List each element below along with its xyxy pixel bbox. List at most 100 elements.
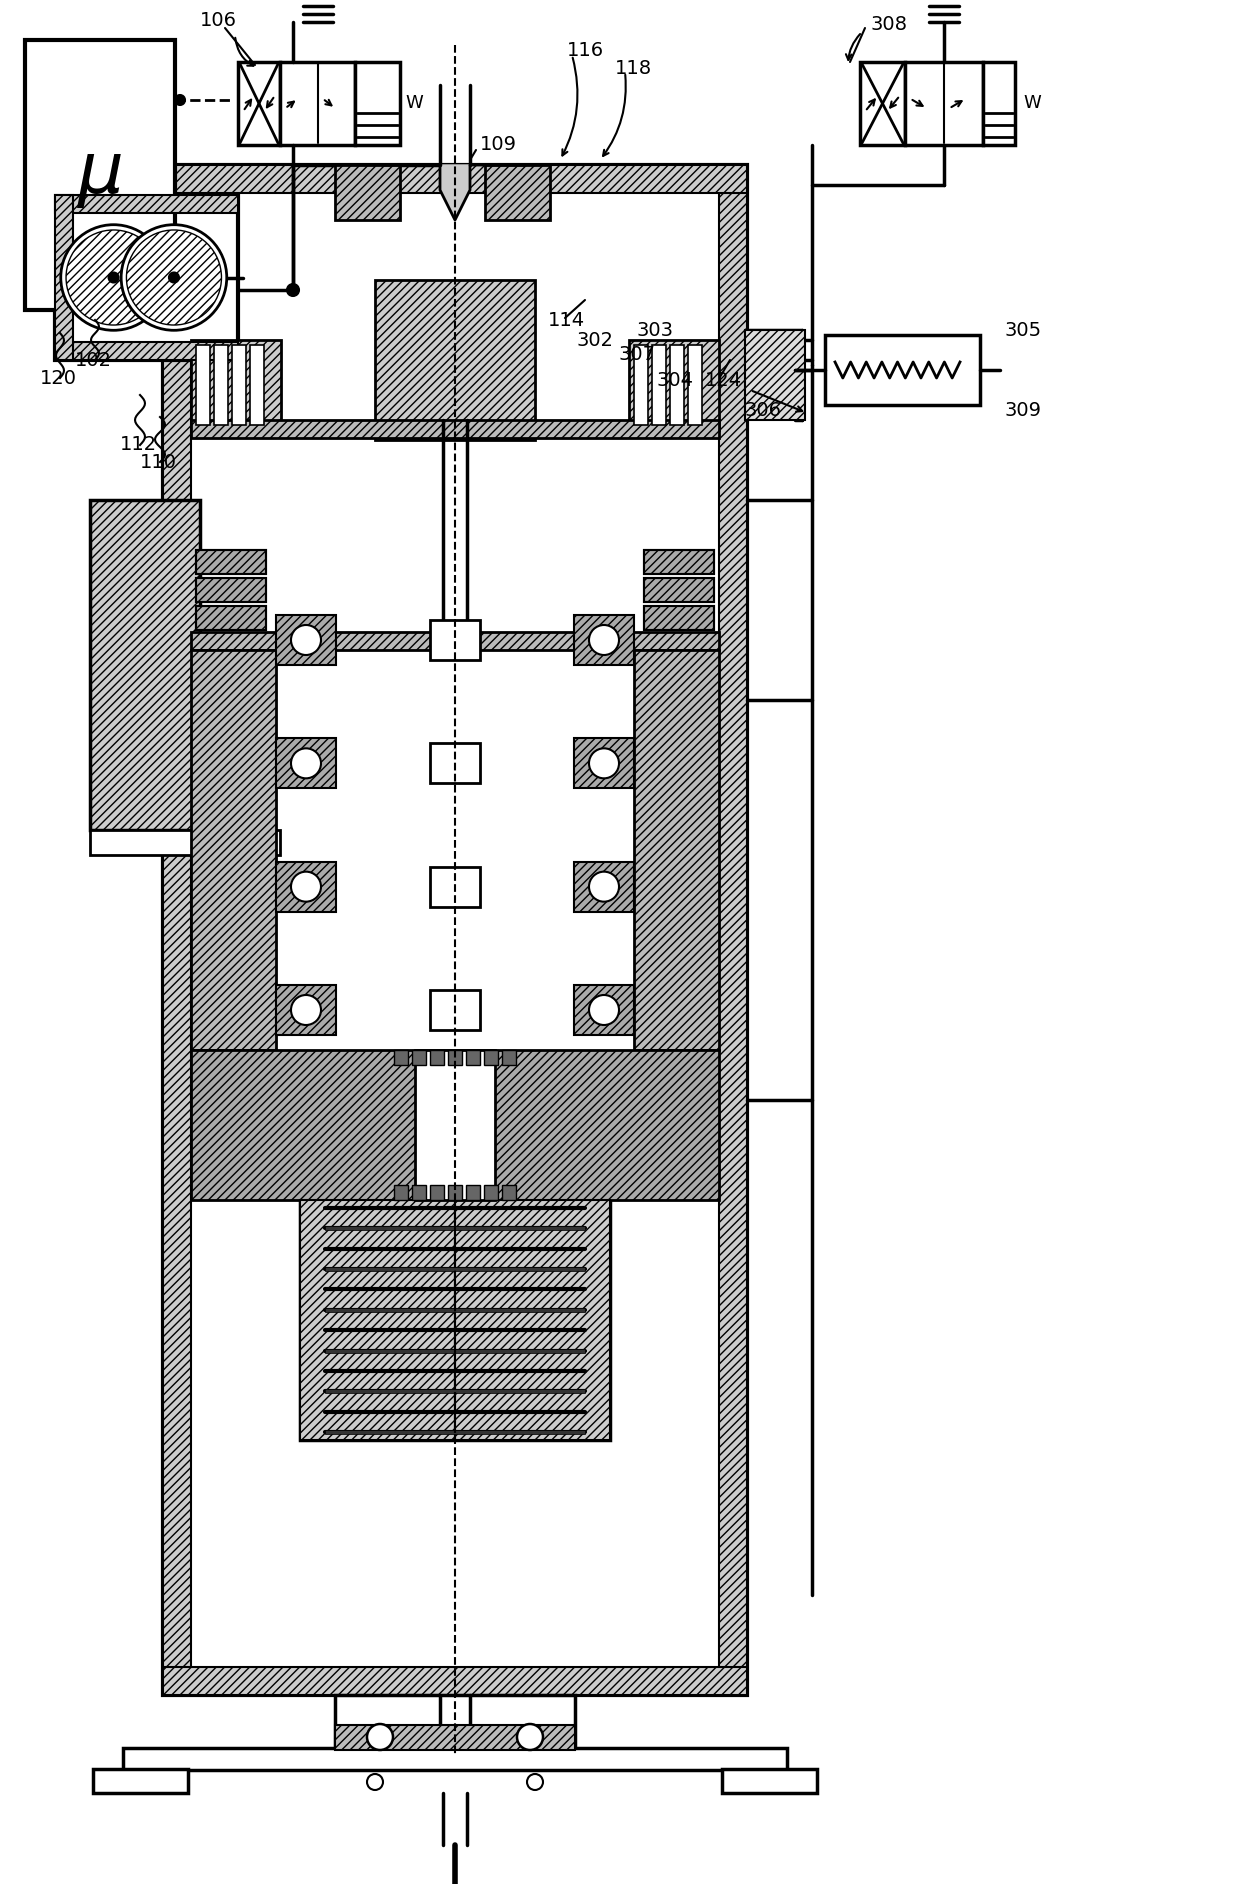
Bar [191, 420, 719, 437]
Bar [325, 1268, 585, 1272]
Bar [162, 166, 746, 192]
Circle shape [169, 273, 179, 283]
Text: W: W [1023, 94, 1040, 113]
Bar [634, 650, 719, 1049]
Bar [485, 166, 551, 220]
Bar [162, 166, 191, 1696]
Bar [905, 62, 983, 145]
Bar [215, 345, 228, 426]
Bar [300, 1200, 610, 1439]
Bar [745, 330, 805, 420]
Bar [162, 1667, 746, 1696]
Bar [55, 196, 238, 213]
Text: 306: 306 [745, 401, 782, 420]
Bar [325, 1389, 585, 1394]
Bar [644, 578, 714, 603]
Text: 110: 110 [140, 452, 177, 471]
Text: 120: 120 [40, 369, 77, 388]
Bar [335, 1696, 575, 1750]
Circle shape [291, 625, 321, 656]
Bar [644, 607, 714, 629]
Bar [574, 985, 634, 1034]
Bar [91, 499, 200, 831]
Text: $\mu$: $\mu$ [77, 141, 123, 209]
Bar [448, 1185, 463, 1200]
Circle shape [126, 230, 222, 326]
Bar [280, 62, 355, 145]
Bar [191, 631, 719, 650]
Bar [191, 650, 277, 1049]
Circle shape [109, 273, 119, 283]
Bar [277, 985, 336, 1034]
Text: 304: 304 [656, 371, 693, 390]
Bar [191, 339, 281, 430]
Bar [430, 620, 480, 659]
Text: 112: 112 [120, 435, 157, 454]
Bar [196, 607, 267, 629]
Bar [412, 1049, 427, 1064]
Bar [55, 196, 73, 360]
Bar [277, 614, 336, 665]
Text: 303: 303 [636, 320, 673, 339]
Bar [191, 1049, 719, 1200]
Bar [430, 1185, 444, 1200]
Bar [466, 1185, 480, 1200]
Bar [355, 62, 401, 145]
Bar [196, 345, 210, 426]
Bar [574, 739, 634, 788]
Bar [502, 1185, 516, 1200]
Bar [335, 1726, 575, 1750]
Text: 102: 102 [74, 350, 112, 369]
Bar [574, 614, 634, 665]
Circle shape [291, 748, 321, 778]
Bar [55, 196, 238, 360]
Text: W: W [405, 94, 423, 113]
Bar [644, 550, 714, 575]
Bar [25, 40, 175, 311]
Text: 307: 307 [618, 345, 655, 364]
Bar [325, 1430, 585, 1434]
Bar [455, 1200, 610, 1439]
Bar [634, 345, 649, 426]
Bar [412, 1185, 427, 1200]
Circle shape [367, 1775, 383, 1790]
Text: 305: 305 [1004, 320, 1042, 339]
Bar [466, 1049, 480, 1064]
Bar [644, 578, 714, 603]
Bar [300, 1200, 455, 1439]
Bar [232, 345, 246, 426]
Bar [670, 345, 684, 426]
Circle shape [286, 284, 299, 296]
Circle shape [589, 995, 619, 1025]
Circle shape [517, 1724, 543, 1750]
Text: 302: 302 [577, 330, 614, 350]
Bar [325, 1226, 585, 1230]
Bar [123, 1748, 787, 1769]
Circle shape [589, 872, 619, 902]
Bar [415, 1049, 495, 1200]
Text: 116: 116 [567, 40, 604, 60]
Bar [825, 335, 980, 405]
Text: 309: 309 [1004, 401, 1042, 420]
Bar [430, 1049, 444, 1064]
Bar [162, 166, 746, 1696]
Text: 118: 118 [615, 58, 652, 77]
Bar [484, 1185, 498, 1200]
Bar [502, 1049, 516, 1064]
Bar [196, 607, 267, 629]
Bar [484, 1049, 498, 1064]
Circle shape [61, 224, 166, 330]
Bar [652, 345, 666, 426]
Bar [91, 831, 280, 855]
Text: 114: 114 [548, 311, 585, 330]
Circle shape [175, 94, 185, 106]
Bar [430, 744, 480, 784]
Circle shape [589, 625, 619, 656]
Bar [983, 62, 1016, 145]
Circle shape [122, 224, 227, 330]
Polygon shape [384, 166, 525, 220]
Bar [719, 166, 746, 1696]
Bar [250, 345, 264, 426]
Bar [325, 1307, 585, 1311]
Text: 124: 124 [706, 371, 742, 390]
